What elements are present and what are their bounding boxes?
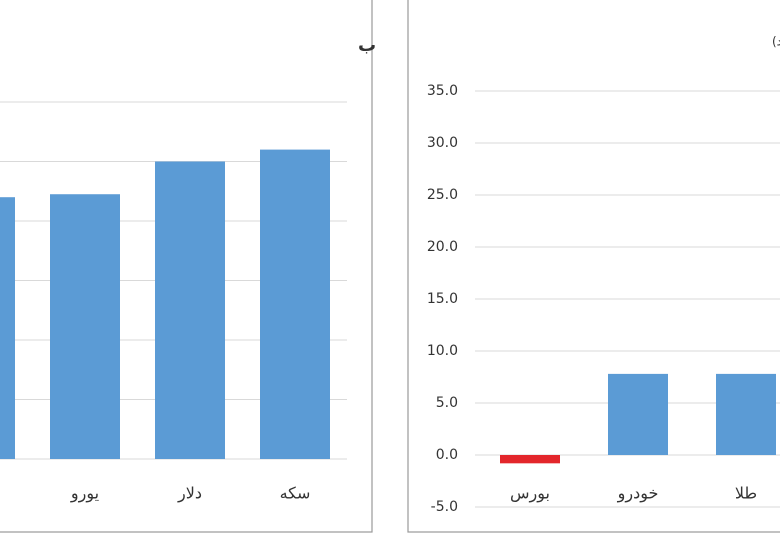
y-tick-label: 30.0 bbox=[427, 135, 458, 151]
bar bbox=[608, 373, 668, 455]
bar bbox=[50, 194, 120, 459]
chart-subtitle: (ارقام به درصد) bbox=[772, 35, 780, 50]
y-tick-label: 15.0 bbox=[427, 291, 458, 307]
x-tick-label: یورو bbox=[70, 484, 99, 504]
chart-title: ب bbox=[358, 35, 376, 56]
bar bbox=[260, 149, 330, 459]
bar bbox=[0, 197, 15, 459]
x-tick-label: سکه bbox=[280, 484, 311, 503]
x-tick-label: طلا bbox=[735, 484, 757, 503]
y-tick-label: 0.0 bbox=[436, 447, 458, 463]
bar bbox=[500, 455, 560, 464]
x-tick-label: دلار bbox=[177, 484, 202, 504]
y-tick-label: 35.0 bbox=[427, 83, 458, 99]
x-tick-label: خودرو bbox=[617, 484, 659, 504]
y-tick-label: -5.0 bbox=[431, 499, 458, 515]
x-tick-label: بورس bbox=[510, 484, 550, 504]
y-tick-label: 25.0 bbox=[427, 187, 458, 203]
y-tick-label: 5.0 bbox=[436, 395, 458, 411]
left-panel bbox=[0, 0, 373, 533]
y-tick-label: 10.0 bbox=[427, 343, 458, 359]
y-tick-label: 20.0 bbox=[427, 239, 458, 255]
bar bbox=[716, 373, 776, 455]
right-panel bbox=[407, 0, 780, 533]
bar bbox=[155, 161, 225, 459]
